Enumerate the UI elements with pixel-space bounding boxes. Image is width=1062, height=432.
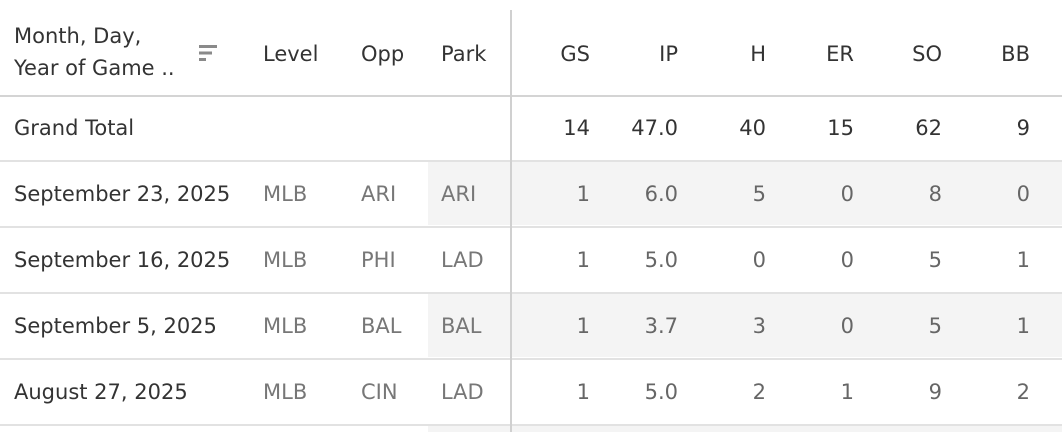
header-h[interactable]: H	[750, 42, 766, 66]
grand-total-ip: 47.0	[631, 116, 678, 140]
header-level[interactable]: Level	[263, 42, 319, 66]
row-divider	[0, 226, 1062, 228]
cell-gs: 1	[576, 380, 590, 404]
cell-bb: 0	[1016, 182, 1030, 206]
cell-opp: PHI	[361, 248, 396, 272]
header-date-line1: Month, Day,	[14, 24, 142, 48]
header-park[interactable]: Park	[441, 42, 487, 66]
cell-er: 1	[840, 380, 854, 404]
row-divider	[0, 358, 1062, 360]
cell-bb: 1	[1016, 248, 1030, 272]
cell-opp: CIN	[361, 380, 398, 404]
table-row[interactable]: September 23, 2025 MLB ARI ARI 1 6.0 5 0…	[0, 162, 1062, 226]
row-divider	[0, 424, 1062, 426]
grand-total-bb: 9	[1016, 116, 1030, 140]
table-row[interactable]: August 27, 2025 MLB CIN LAD 1 5.0 2 1 9 …	[0, 360, 1062, 424]
grand-total-label: Grand Total	[14, 116, 135, 140]
cell-gs: 1	[576, 314, 590, 338]
table-header: Month, Day, Year of Game .. Level Opp Pa…	[0, 0, 1062, 95]
cell-so: 9	[928, 380, 942, 404]
cell-shade	[428, 294, 510, 357]
cell-date: September 16, 2025	[14, 248, 231, 272]
cell-date: September 5, 2025	[14, 314, 217, 338]
sort-descending-icon[interactable]	[197, 42, 219, 64]
cell-level: MLB	[263, 314, 308, 338]
header-bb[interactable]: BB	[1001, 42, 1030, 66]
grand-total-row: Grand Total 14 47.0 40 15 62 9	[0, 97, 1062, 161]
header-ip[interactable]: IP	[659, 42, 678, 66]
header-date[interactable]: Month, Day, Year of Game ..	[14, 20, 175, 84]
row-divider	[0, 292, 1062, 294]
cell-shade	[512, 162, 1062, 225]
header-opp[interactable]: Opp	[361, 42, 405, 66]
cell-shade	[512, 425, 1062, 432]
cell-er: 0	[840, 248, 854, 272]
header-er[interactable]: ER	[826, 42, 854, 66]
cell-ip: 3.7	[644, 314, 678, 338]
cell-bb: 1	[1016, 314, 1030, 338]
grand-total-so: 62	[915, 116, 942, 140]
cell-h: 0	[752, 248, 766, 272]
cell-ip: 5.0	[644, 248, 678, 272]
cell-bb: 2	[1016, 380, 1030, 404]
cell-ip: 6.0	[644, 182, 678, 206]
cell-level: MLB	[263, 248, 308, 272]
cell-park: LAD	[441, 248, 484, 272]
cell-date: September 23, 2025	[14, 182, 231, 206]
table-row[interactable]: September 5, 2025 MLB BAL BAL 1 3.7 3 0 …	[0, 294, 1062, 358]
cell-gs: 1	[576, 182, 590, 206]
cell-opp: BAL	[361, 314, 402, 338]
cell-so: 8	[928, 182, 942, 206]
cell-h: 2	[752, 380, 766, 404]
cell-park: BAL	[441, 314, 482, 338]
cell-shade	[512, 294, 1062, 357]
grand-total-h: 40	[739, 116, 766, 140]
grand-total-er: 15	[827, 116, 854, 140]
cell-level: MLB	[263, 182, 308, 206]
cell-so: 5	[928, 248, 942, 272]
header-divider	[0, 95, 1062, 97]
cell-gs: 1	[576, 248, 590, 272]
cell-park: ARI	[441, 182, 477, 206]
grand-total-gs: 14	[563, 116, 590, 140]
header-date-line2: Year of Game ..	[14, 56, 175, 80]
cell-shade	[428, 425, 510, 432]
cell-so: 5	[928, 314, 942, 338]
cell-ip: 5.0	[644, 380, 678, 404]
cell-date: August 27, 2025	[14, 380, 188, 404]
cell-opp: ARI	[361, 182, 397, 206]
cell-park: LAD	[441, 380, 484, 404]
cell-h: 5	[752, 182, 766, 206]
table-row[interactable]: September 16, 2025 MLB PHI LAD 1 5.0 0 0…	[0, 228, 1062, 292]
row-divider	[0, 160, 1062, 162]
cell-er: 0	[840, 314, 854, 338]
pane-divider[interactable]	[510, 10, 512, 432]
cell-shade	[428, 162, 510, 225]
cell-er: 0	[840, 182, 854, 206]
cell-h: 3	[752, 314, 766, 338]
cell-level: MLB	[263, 380, 308, 404]
header-gs[interactable]: GS	[560, 42, 590, 66]
header-so[interactable]: SO	[912, 42, 942, 66]
